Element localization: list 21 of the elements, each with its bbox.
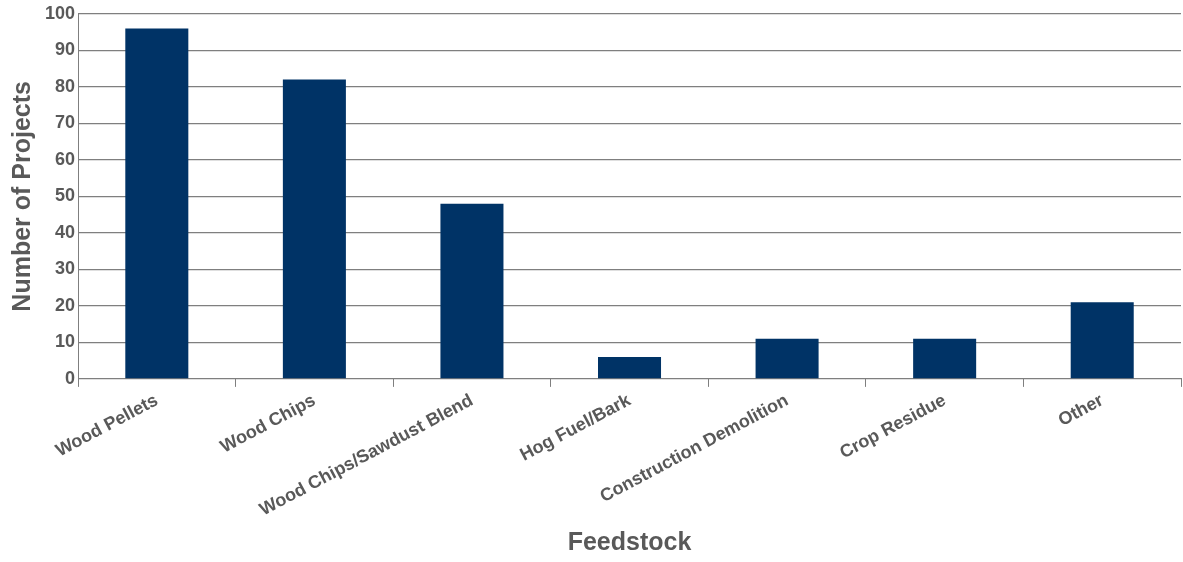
bar <box>440 203 504 379</box>
bar <box>1070 302 1134 379</box>
bar <box>125 28 189 379</box>
bar <box>755 338 819 379</box>
bar <box>913 338 977 379</box>
y-tick-label: 10 <box>55 331 76 352</box>
y-tick-label: 40 <box>55 221 76 242</box>
y-tick-label: 80 <box>55 75 76 96</box>
x-tick-label: Other <box>1054 389 1107 430</box>
x-axis-title: Feedstock <box>567 526 692 555</box>
y-tick-label: 50 <box>55 185 76 206</box>
y-tick-label: 0 <box>65 367 76 388</box>
bar <box>282 79 346 379</box>
y-tick-label: 20 <box>55 294 76 315</box>
y-axis-title: Number of Projects <box>6 81 35 312</box>
y-tick-label: 70 <box>55 112 76 133</box>
y-tick-label: 30 <box>55 258 76 279</box>
y-tick-label: 90 <box>55 39 76 60</box>
y-tick-label: 100 <box>44 2 76 23</box>
y-tick-label: 60 <box>55 148 76 169</box>
bar <box>598 356 662 379</box>
